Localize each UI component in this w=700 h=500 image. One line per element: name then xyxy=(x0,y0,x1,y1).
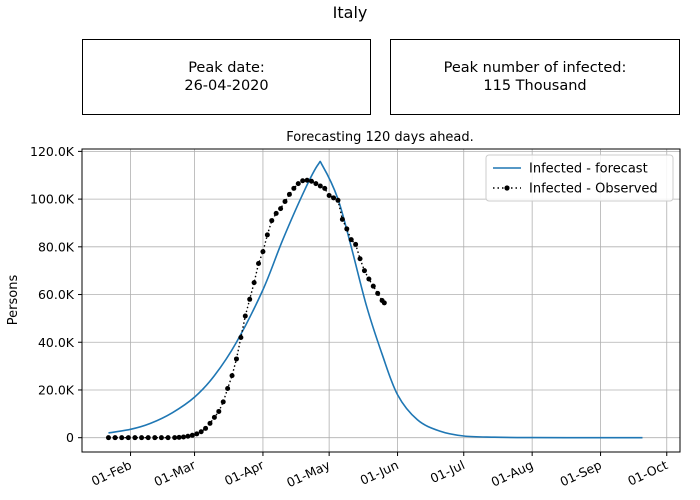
observed-point xyxy=(211,414,217,420)
observed-point xyxy=(105,435,111,441)
legend: Infected - forecast Infected - Observed xyxy=(485,154,674,202)
series-layer xyxy=(105,160,643,441)
legend-frame xyxy=(485,154,674,202)
legend-forecast-label: Infected - forecast xyxy=(529,162,648,177)
y-tick-label: 60.0K xyxy=(38,287,75,302)
x-tick-label: 01-Aug xyxy=(489,457,536,489)
observed-point xyxy=(165,435,171,441)
observed-point xyxy=(152,435,158,441)
observed-point xyxy=(139,435,145,441)
observed-point xyxy=(256,261,262,267)
figure-title: Italy xyxy=(332,3,368,22)
observed-point xyxy=(203,425,209,431)
observed-point xyxy=(132,435,138,441)
y-tick-label: 0 xyxy=(66,430,74,445)
peak-infected-value: 115 Thousand xyxy=(483,78,587,94)
observed-point xyxy=(348,237,354,243)
observed-point xyxy=(326,193,332,199)
observed-point xyxy=(300,178,306,184)
y-axis-label: Persons xyxy=(6,275,21,326)
peak-date-box: Peak date: 26-04-2020 xyxy=(82,39,371,115)
observed-point xyxy=(295,181,301,187)
observed-point xyxy=(189,432,195,438)
observed-point xyxy=(361,268,367,274)
observed-point xyxy=(238,334,244,340)
observed-point xyxy=(269,218,275,224)
peak-infected-box: Peak number of infected: 115 Thousand xyxy=(390,39,680,115)
observed-point xyxy=(317,183,323,189)
observed-point xyxy=(145,435,151,441)
observed-point xyxy=(176,434,182,440)
observed-point xyxy=(339,216,345,222)
observed-point xyxy=(260,249,266,255)
observed-point xyxy=(198,429,204,435)
y-tick-label: 20.0K xyxy=(38,382,75,397)
observed-point xyxy=(273,210,279,216)
observed-point xyxy=(233,356,239,362)
observed-point xyxy=(185,433,191,439)
observed-point xyxy=(357,256,363,262)
y-tick-label: 100.0K xyxy=(30,192,75,207)
x-tick-label: 01-Sep xyxy=(558,457,604,489)
chart-title: Forecasting 120 days ahead. xyxy=(286,130,474,145)
observed-point xyxy=(220,399,226,405)
observed-point xyxy=(278,206,284,212)
observed-point xyxy=(125,435,131,441)
observed-point xyxy=(375,290,381,296)
observed-point xyxy=(158,435,164,441)
observed-point xyxy=(331,195,337,201)
x-tick-label: 01-Feb xyxy=(89,457,134,489)
observed-point xyxy=(112,435,118,441)
legend-observed-label: Infected - Observed xyxy=(529,182,658,197)
peak-infected-label: Peak number of infected: xyxy=(443,60,627,76)
observed-point xyxy=(322,185,328,191)
x-axis: 01-Feb 01-Mar 01-Apr 01-May 01-Jun 01-Jul 01-A… xyxy=(89,452,670,490)
observed-point xyxy=(247,296,253,302)
observed-point xyxy=(313,181,319,187)
observed-point xyxy=(335,197,341,203)
observed-point xyxy=(286,191,292,197)
observed-point xyxy=(370,283,376,289)
peak-date-label: Peak date: xyxy=(188,60,265,76)
y-tick-label: 80.0K xyxy=(38,239,75,254)
observed-point xyxy=(225,386,231,392)
observed-point xyxy=(381,300,387,306)
observed-point xyxy=(282,198,288,204)
series-line-forecast xyxy=(108,160,643,439)
observed-point xyxy=(251,280,257,286)
x-tick-label: 01-Oct xyxy=(625,457,670,489)
plot-frame xyxy=(81,148,681,453)
x-tick-label: 01-Jun xyxy=(358,457,401,488)
x-tick-label: 01-Apr xyxy=(222,457,267,489)
observed-point xyxy=(242,313,248,319)
observed-point xyxy=(291,185,297,191)
observed-point xyxy=(216,408,222,414)
x-tick-label: 01-Jul xyxy=(428,457,467,486)
x-tick-label: 01-Mar xyxy=(152,457,199,490)
observed-point xyxy=(207,420,213,426)
observed-point xyxy=(308,178,314,184)
observed-point xyxy=(172,435,178,441)
observed-point xyxy=(194,431,200,437)
y-tick-label: 40.0K xyxy=(38,335,75,350)
observed-point xyxy=(181,434,187,440)
observed-point xyxy=(119,435,125,441)
observed-point xyxy=(264,232,270,238)
observed-point xyxy=(229,373,235,379)
observed-point xyxy=(366,276,372,282)
observed-point xyxy=(344,226,350,232)
x-tick-label: 01-May xyxy=(284,457,333,490)
observed-point xyxy=(353,241,359,247)
peak-date-value: 26-04-2020 xyxy=(184,78,269,94)
y-tick-label: 120.0K xyxy=(30,144,75,159)
observed-point xyxy=(304,177,310,183)
legend-observed-marker xyxy=(504,185,510,191)
y-axis: 0 20.0K 40.0K 60.0K 80.0K 100.0K 120.0K xyxy=(30,144,82,445)
